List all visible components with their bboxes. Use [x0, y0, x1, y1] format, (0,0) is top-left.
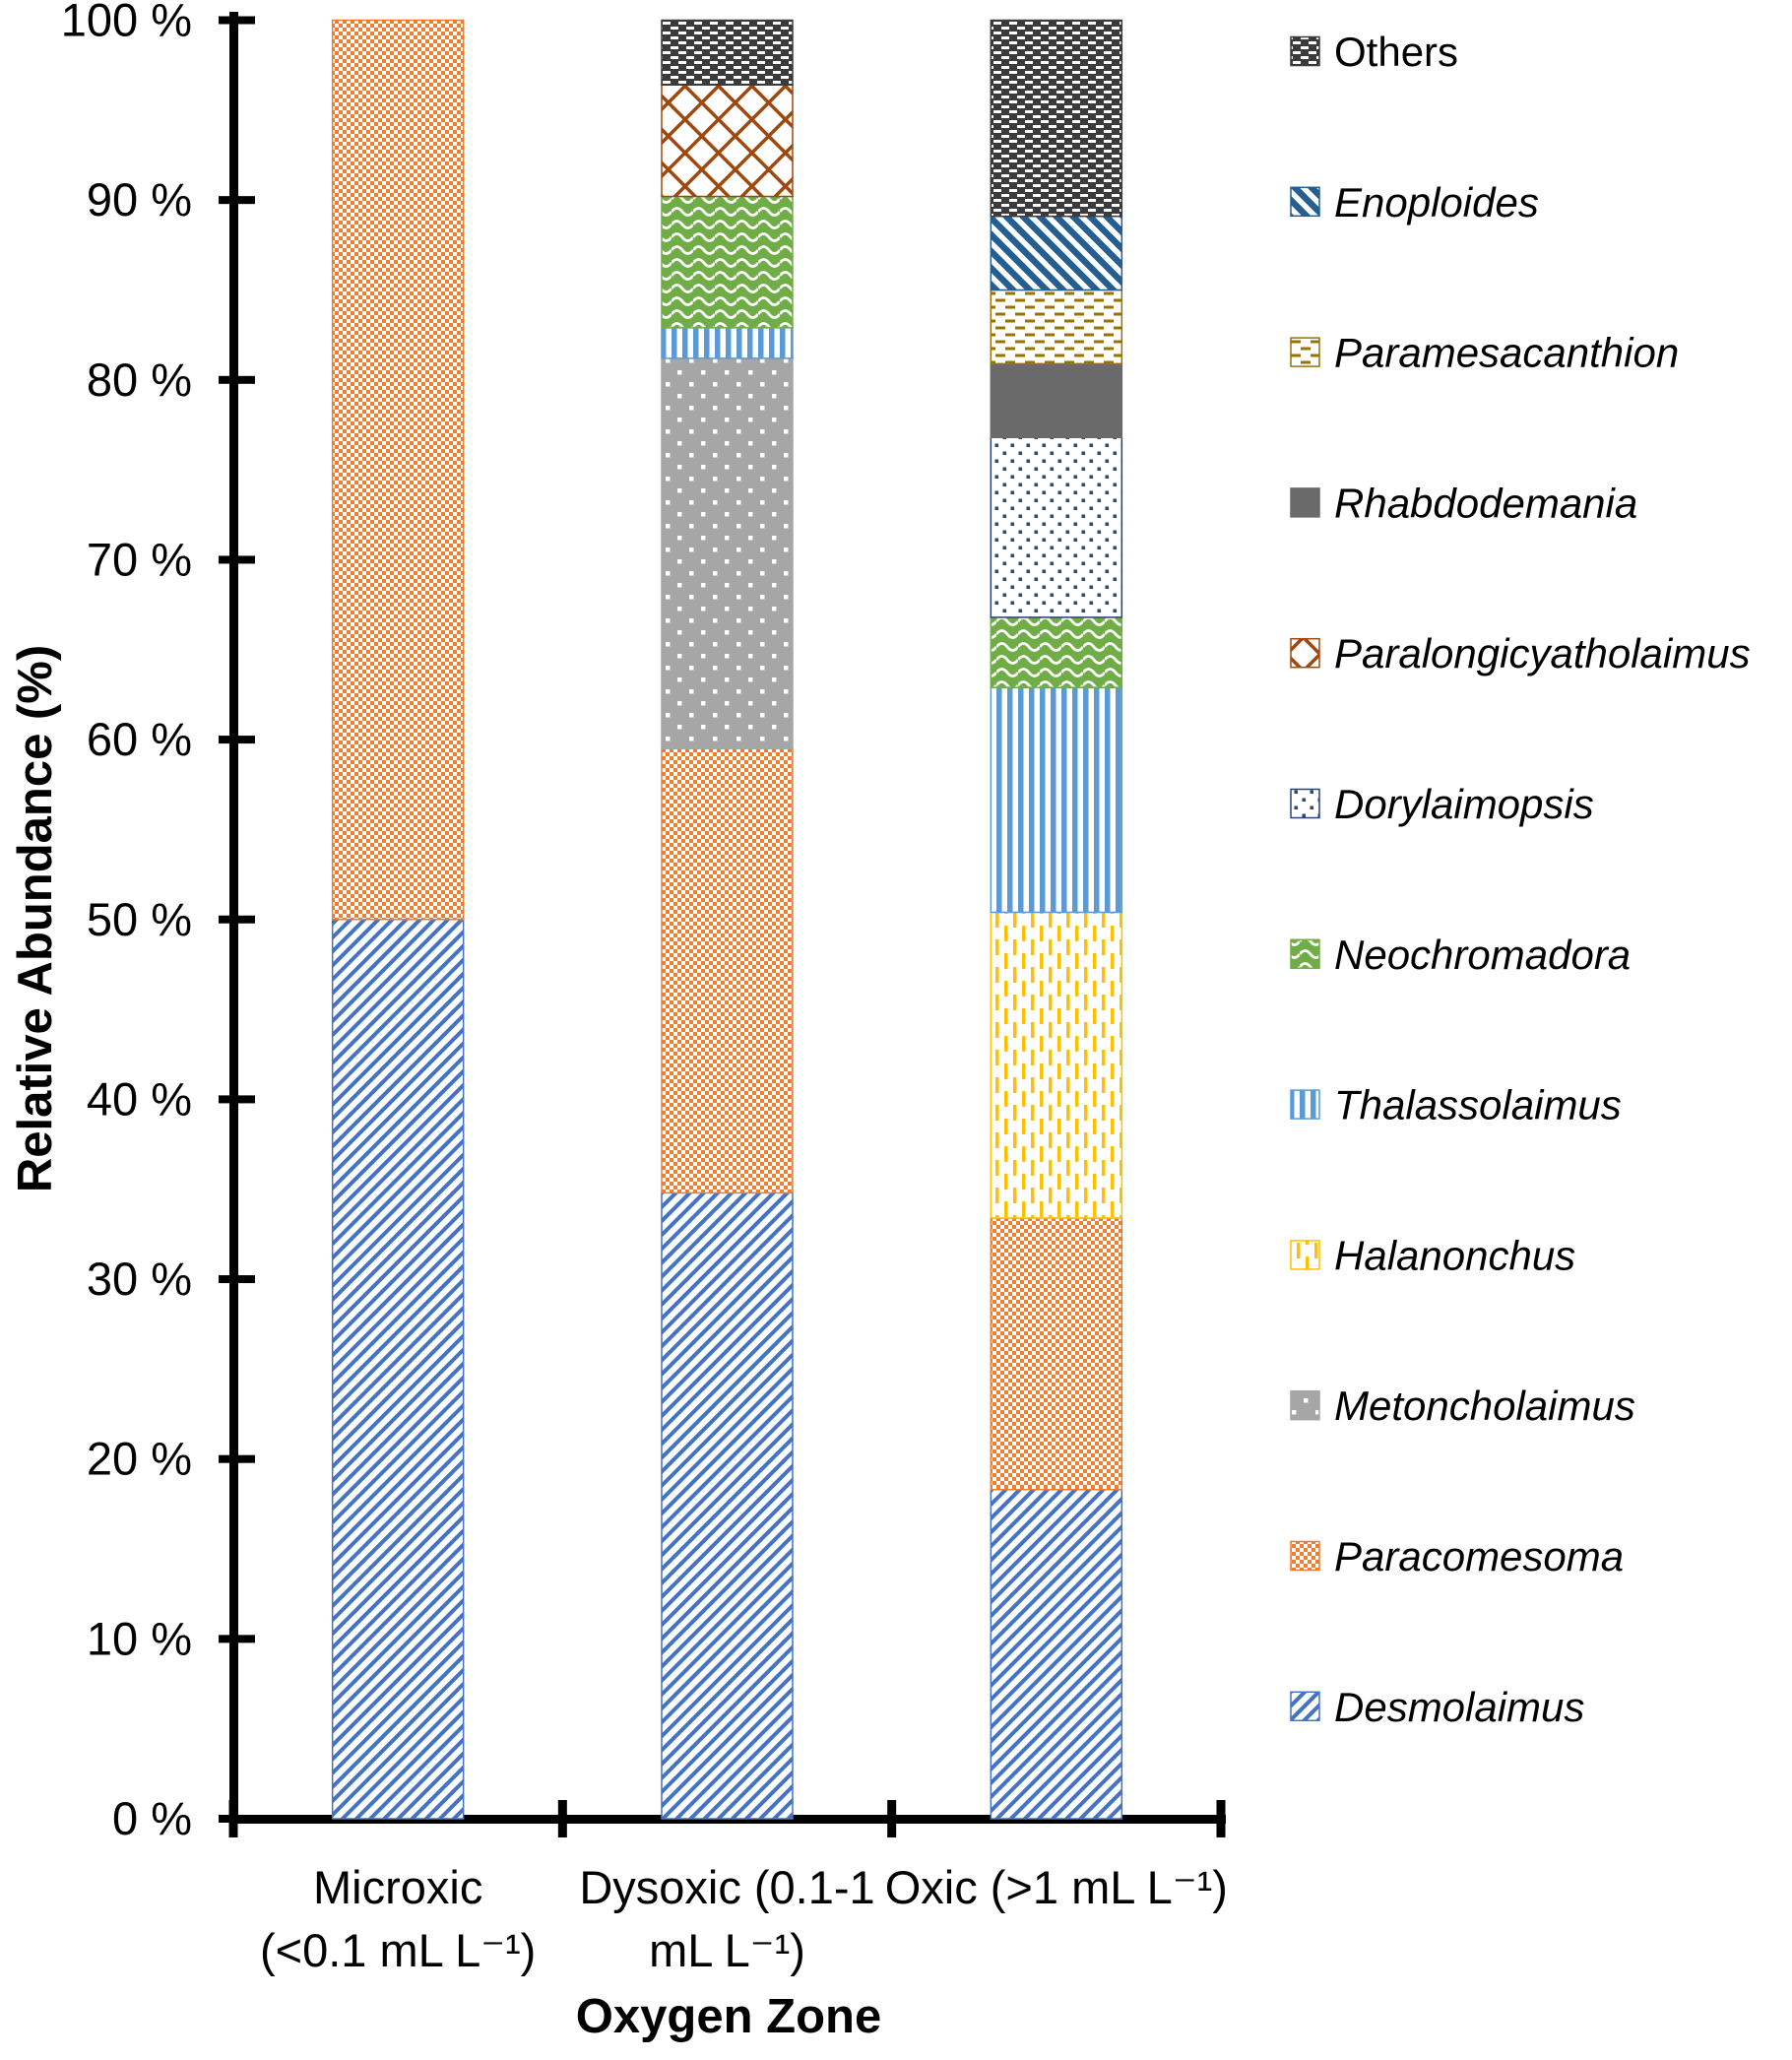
x-category-label: mL L⁻¹) — [649, 1924, 805, 1976]
legend-key-dorylaimopsis — [1290, 788, 1320, 819]
legend-key-paracomesoma — [1290, 1540, 1320, 1572]
bar-segment-oxic-dorylaimopsis — [990, 436, 1123, 618]
legend-key-others — [1290, 35, 1320, 67]
legend-key-paramesacanthion — [1290, 337, 1320, 367]
legend-label-others: Others — [1334, 29, 1458, 75]
x-tick — [557, 1800, 567, 1837]
legend-label-dorylaimopsis: Dorylaimopsis — [1334, 781, 1594, 827]
x-category-label: (<0.1 mL L⁻¹) — [260, 1924, 536, 1976]
legend-label-rhabdodemania: Rhabdodemania — [1334, 480, 1637, 526]
legend-key-enoploides — [1290, 186, 1320, 218]
y-tick-label-0: 0 % — [112, 1792, 192, 1844]
y-tick-label-100: 100 % — [61, 0, 192, 46]
x-category-label: Microxic — [313, 1861, 482, 1913]
bar-segment-microxic-paracomesoma — [331, 19, 465, 921]
bar-segment-microxic-desmolaimus — [331, 919, 465, 1820]
legend-key-halanonchus — [1290, 1240, 1320, 1270]
legend-label-paracomesoma: Paracomesoma — [1334, 1533, 1624, 1579]
bar-segment-oxic-halanonchus — [990, 911, 1123, 1219]
x-tick — [887, 1800, 897, 1837]
bar-segment-dysoxic-others — [661, 19, 794, 87]
legend-label-neochromadora: Neochromadora — [1334, 932, 1631, 978]
bar-segment-oxic-others — [990, 19, 1123, 218]
y-tick-label-50: 50 % — [87, 893, 192, 945]
x-category-label: Dysoxic (0.1-1 — [579, 1861, 874, 1913]
legend-label-paralongicyatholaimus: Paralongicyatholaimus — [1334, 630, 1751, 676]
legend-key-thalassolaimus — [1290, 1089, 1320, 1120]
legend-label-paramesacanthion: Paramesacanthion — [1334, 330, 1679, 376]
bar-segment-dysoxic-paracomesoma — [661, 747, 794, 1194]
bar-segment-oxic-rhabdodemania — [990, 362, 1123, 438]
y-tick-label-30: 30 % — [87, 1253, 192, 1305]
y-tick-label-80: 80 % — [87, 354, 192, 406]
y-tick-label-20: 20 % — [87, 1433, 192, 1485]
bar-segment-dysoxic-paralongicyatholaimus — [661, 84, 794, 198]
legend-key-paralongicyatholaimus — [1290, 637, 1320, 669]
legend-label-metoncholaimus: Metoncholaimus — [1334, 1383, 1635, 1429]
y-tick-label-60: 60 % — [87, 713, 192, 765]
legend-key-metoncholaimus — [1290, 1389, 1320, 1421]
legend-label-enoploides: Enoploides — [1334, 179, 1539, 225]
legend-key-desmolaimus — [1290, 1691, 1320, 1722]
y-tick-label-70: 70 % — [87, 533, 192, 585]
x-category-label: Oxic (>1 mL L⁻¹) — [885, 1861, 1228, 1913]
y-tick-label-90: 90 % — [87, 173, 192, 225]
bar-segment-oxic-paramesacanthion — [990, 289, 1123, 365]
x-tick — [1216, 1800, 1226, 1837]
bar-segment-oxic-thalassolaimus — [990, 686, 1123, 914]
legend-label-desmolaimus: Desmolaimus — [1334, 1684, 1584, 1730]
bar-segment-oxic-enoploides — [990, 215, 1123, 291]
y-axis-line — [229, 12, 238, 1824]
bar-segment-dysoxic-thalassolaimus — [661, 327, 794, 359]
bar-segment-oxic-desmolaimus — [990, 1489, 1123, 1820]
x-axis-title: Oxygen Zone — [575, 1990, 882, 2043]
bar-segment-dysoxic-neochromadora — [661, 195, 794, 329]
x-tick — [228, 1800, 238, 1837]
y-tick-label-40: 40 % — [87, 1072, 192, 1125]
bar-segment-oxic-paracomesoma — [990, 1217, 1123, 1491]
legend-label-halanonchus: Halanonchus — [1334, 1232, 1575, 1278]
bar-segment-dysoxic-metoncholaimus — [661, 357, 794, 749]
legend-key-rhabdodemania — [1290, 487, 1320, 518]
bar-segment-oxic-neochromadora — [990, 616, 1123, 688]
y-tick-label-10: 10 % — [87, 1612, 192, 1664]
legend-label-thalassolaimus: Thalassolaimus — [1334, 1082, 1622, 1128]
legend-key-neochromadora — [1290, 938, 1320, 970]
bar-segment-dysoxic-desmolaimus — [661, 1191, 794, 1820]
